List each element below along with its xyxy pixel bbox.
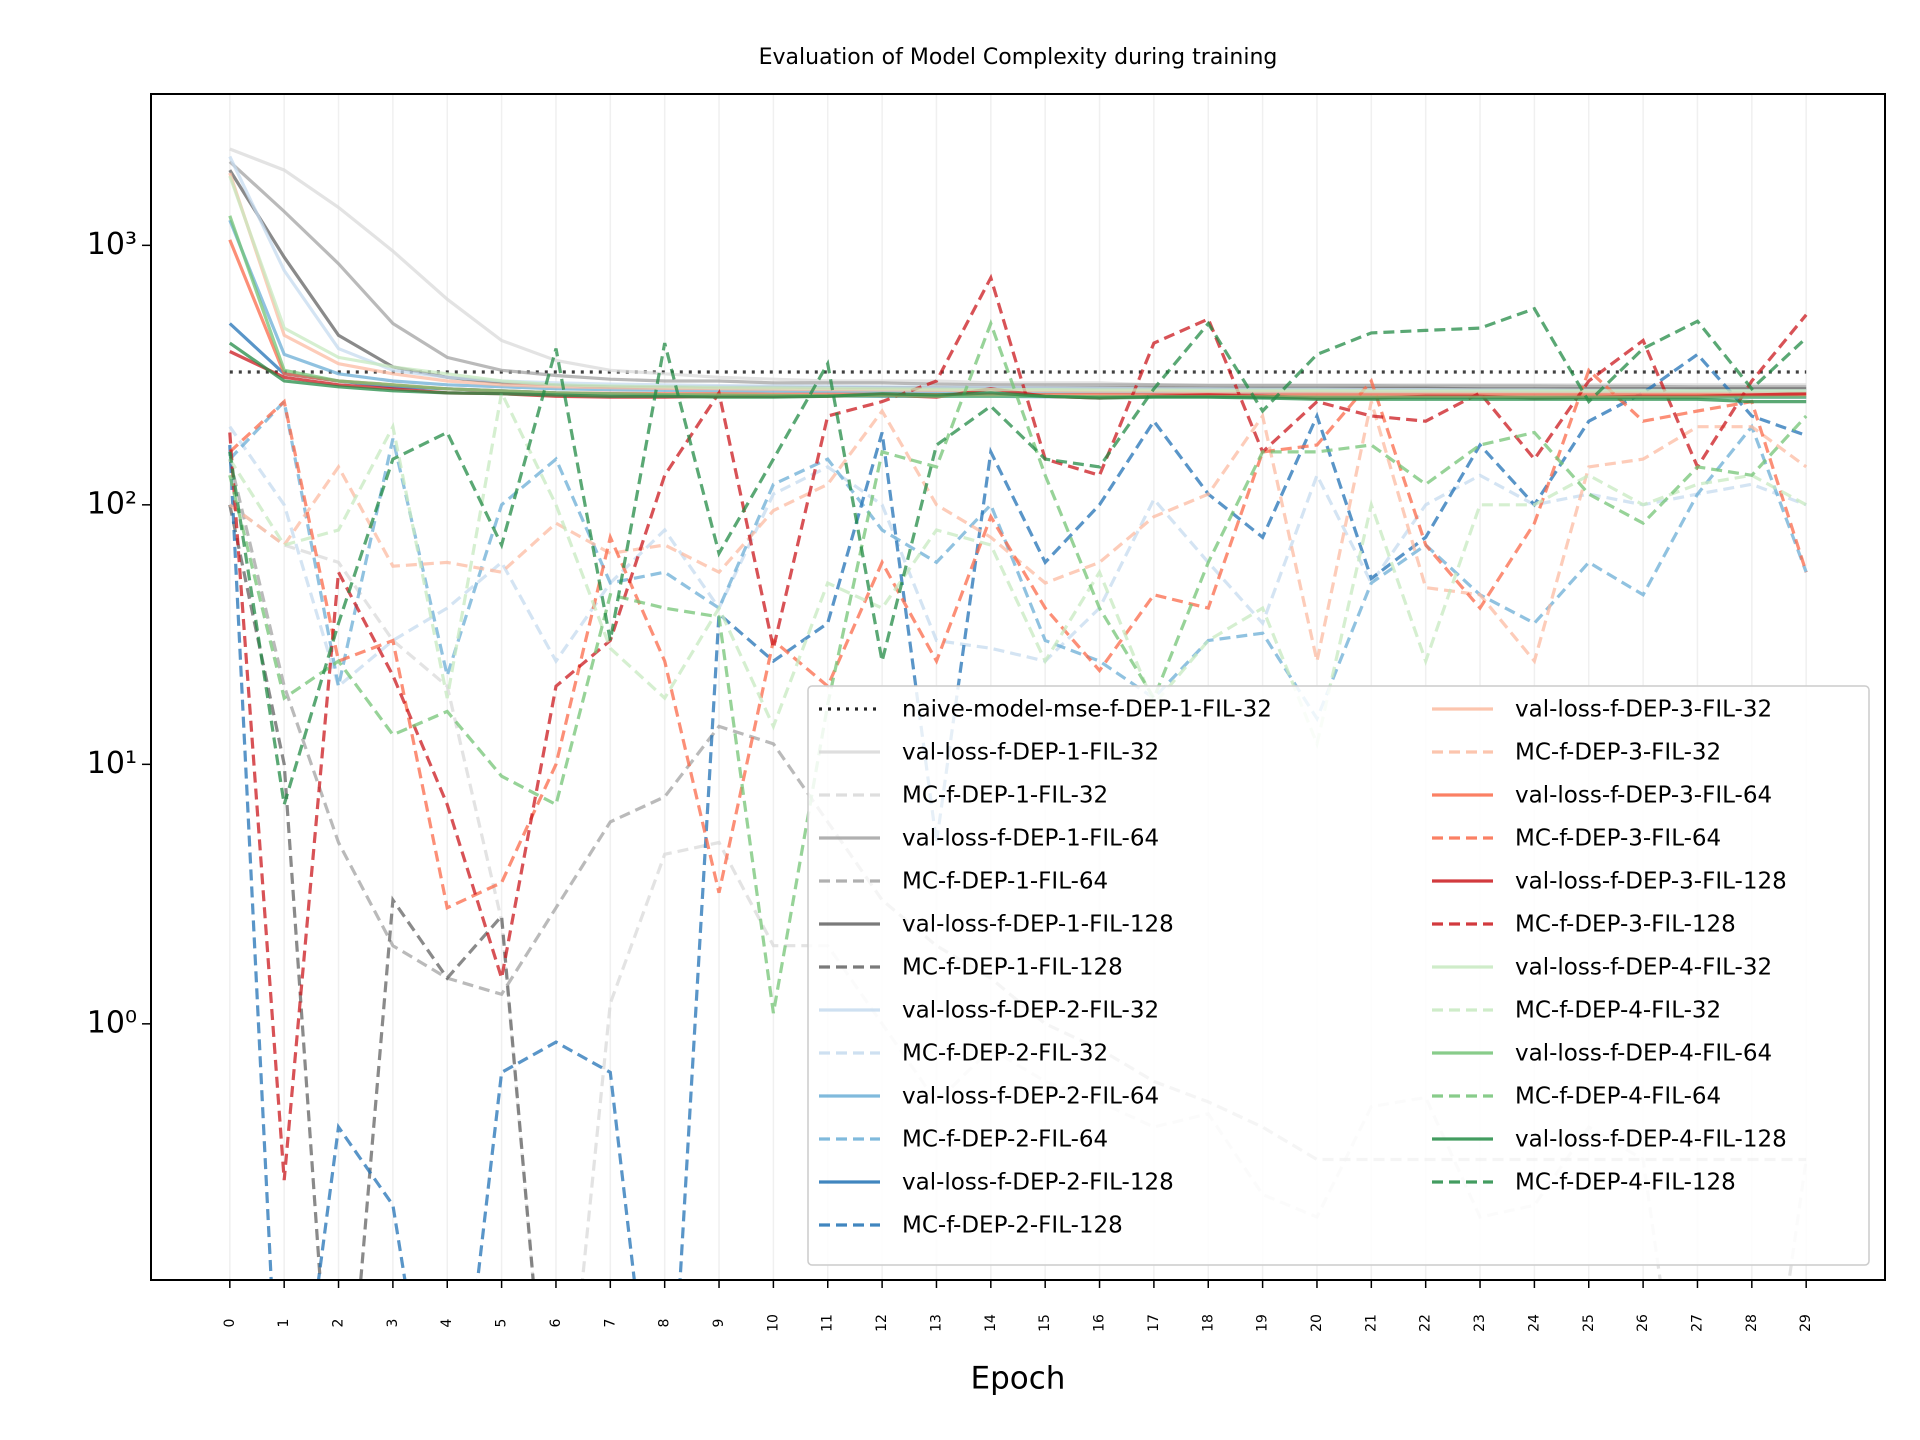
axes: 0 1 2 3 4 5 6 7 8 9 10 11 12 13 14 15 16 17 18 19 20 21 22 23 24… <box>87 227 1814 1332</box>
series-line <box>228 398 1808 723</box>
x-tick-label: 0 <box>222 1319 238 1328</box>
x-tick-label: 5 <box>494 1319 510 1328</box>
legend-label: MC-f-DEP-1-FIL-128 <box>902 955 1123 981</box>
legend-box <box>807 685 1870 1266</box>
legend-label: val-loss-f-DEP-2-FIL-32 <box>902 998 1159 1024</box>
x-tick-label: 15 <box>1037 1314 1053 1332</box>
legend-label: MC-f-DEP-2-FIL-64 <box>902 1127 1108 1153</box>
series-line <box>228 367 1808 911</box>
legend-label: MC-f-DEP-4-FIL-32 <box>1515 998 1721 1024</box>
x-tick-label: 21 <box>1363 1314 1379 1332</box>
legend-label: MC-f-DEP-4-FIL-128 <box>1515 1170 1736 1196</box>
x-tick-label: 25 <box>1581 1314 1597 1332</box>
series-line <box>228 504 535 1280</box>
legend-label: MC-f-DEP-3-FIL-64 <box>1515 826 1721 852</box>
x-tick-label: 8 <box>657 1319 673 1328</box>
y-tick-label: 10² <box>87 486 137 521</box>
x-tick-label: 7 <box>602 1319 618 1328</box>
x-tick-label: 13 <box>928 1314 944 1332</box>
legend-label: MC-f-DEP-2-FIL-128 <box>902 1213 1123 1239</box>
series-line <box>228 352 1807 1280</box>
x-tick-label: 22 <box>1418 1314 1434 1332</box>
y-tick-label: 10⁰ <box>87 1005 137 1040</box>
x-tick-label: 28 <box>1744 1314 1760 1332</box>
series-line <box>228 273 1808 1181</box>
x-tick-label: 12 <box>874 1314 890 1332</box>
x-axis-label: Epoch <box>971 1361 1066 1397</box>
x-tick-label: 3 <box>385 1319 401 1328</box>
series-line <box>228 306 1808 805</box>
x-tick-label: 4 <box>439 1318 455 1327</box>
legend-label: val-loss-f-DEP-4-FIL-64 <box>1515 1041 1772 1067</box>
legend-label: val-loss-f-DEP-1-FIL-64 <box>902 826 1159 852</box>
x-tick-label: 19 <box>1255 1314 1271 1332</box>
legend-label: val-loss-f-DEP-4-FIL-128 <box>1515 1127 1787 1153</box>
legend-label: val-loss-f-DEP-2-FIL-128 <box>902 1170 1174 1196</box>
legend-label: MC-f-DEP-3-FIL-32 <box>1515 740 1721 766</box>
y-tick-label: 10³ <box>87 227 137 262</box>
legend-label: val-loss-f-DEP-3-FIL-32 <box>1515 697 1772 723</box>
legend-label: MC-f-DEP-3-FIL-128 <box>1515 912 1736 938</box>
series-line <box>228 318 1808 1014</box>
legend-label: val-loss-f-DEP-3-FIL-64 <box>1515 783 1772 809</box>
series-line <box>228 160 1807 389</box>
x-tick-label: 1 <box>276 1319 292 1328</box>
legend-label: MC-f-DEP-2-FIL-32 <box>902 1041 1108 1067</box>
axes-frame <box>150 93 1886 1281</box>
legend-label: val-loss-f-DEP-2-FIL-64 <box>902 1084 1159 1110</box>
series-line <box>228 387 1807 750</box>
chart-title: Evaluation of Model Complexity during tr… <box>759 45 1278 70</box>
legend-label: MC-f-DEP-1-FIL-64 <box>902 869 1108 895</box>
plot-area <box>228 147 1808 1280</box>
legend-label: MC-f-DEP-1-FIL-32 <box>902 783 1108 809</box>
x-tick-label: 11 <box>820 1314 836 1332</box>
x-tick-label: 26 <box>1635 1314 1651 1332</box>
x-tick-label: 14 <box>983 1314 999 1332</box>
x-tick-label: 23 <box>1472 1314 1488 1332</box>
series-line <box>228 341 1807 404</box>
legend-label: val-loss-f-DEP-3-FIL-128 <box>1515 869 1787 895</box>
legend-label: val-loss-f-DEP-4-FIL-32 <box>1515 955 1772 981</box>
x-tick-label: 20 <box>1309 1314 1325 1332</box>
legend: naive-model-mse-f-DEP-1-FIL-32 val-loss-f… <box>807 685 1870 1266</box>
x-tick-label: 24 <box>1526 1314 1542 1332</box>
legend-label: val-loss-f-DEP-1-FIL-128 <box>902 912 1174 938</box>
series-line <box>228 175 1807 393</box>
x-tick-label: 18 <box>1200 1314 1216 1332</box>
x-tick-label: 16 <box>1092 1314 1108 1332</box>
x-tick-label: 17 <box>1146 1314 1162 1332</box>
x-tick-label: 9 <box>711 1319 727 1328</box>
y-tick-label: 10¹ <box>87 746 137 781</box>
x-tick-label: 27 <box>1689 1314 1705 1332</box>
x-tick-label: 2 <box>331 1319 347 1328</box>
legend-label: MC-f-DEP-4-FIL-64 <box>1515 1084 1721 1110</box>
x-tick-label: 29 <box>1798 1314 1814 1332</box>
legend-label: naive-model-mse-f-DEP-1-FIL-32 <box>902 697 1272 723</box>
legend-label: val-loss-f-DEP-1-FIL-32 <box>902 740 1159 766</box>
x-tick-label: 10 <box>765 1314 781 1332</box>
x-tick-label: 6 <box>548 1318 564 1327</box>
